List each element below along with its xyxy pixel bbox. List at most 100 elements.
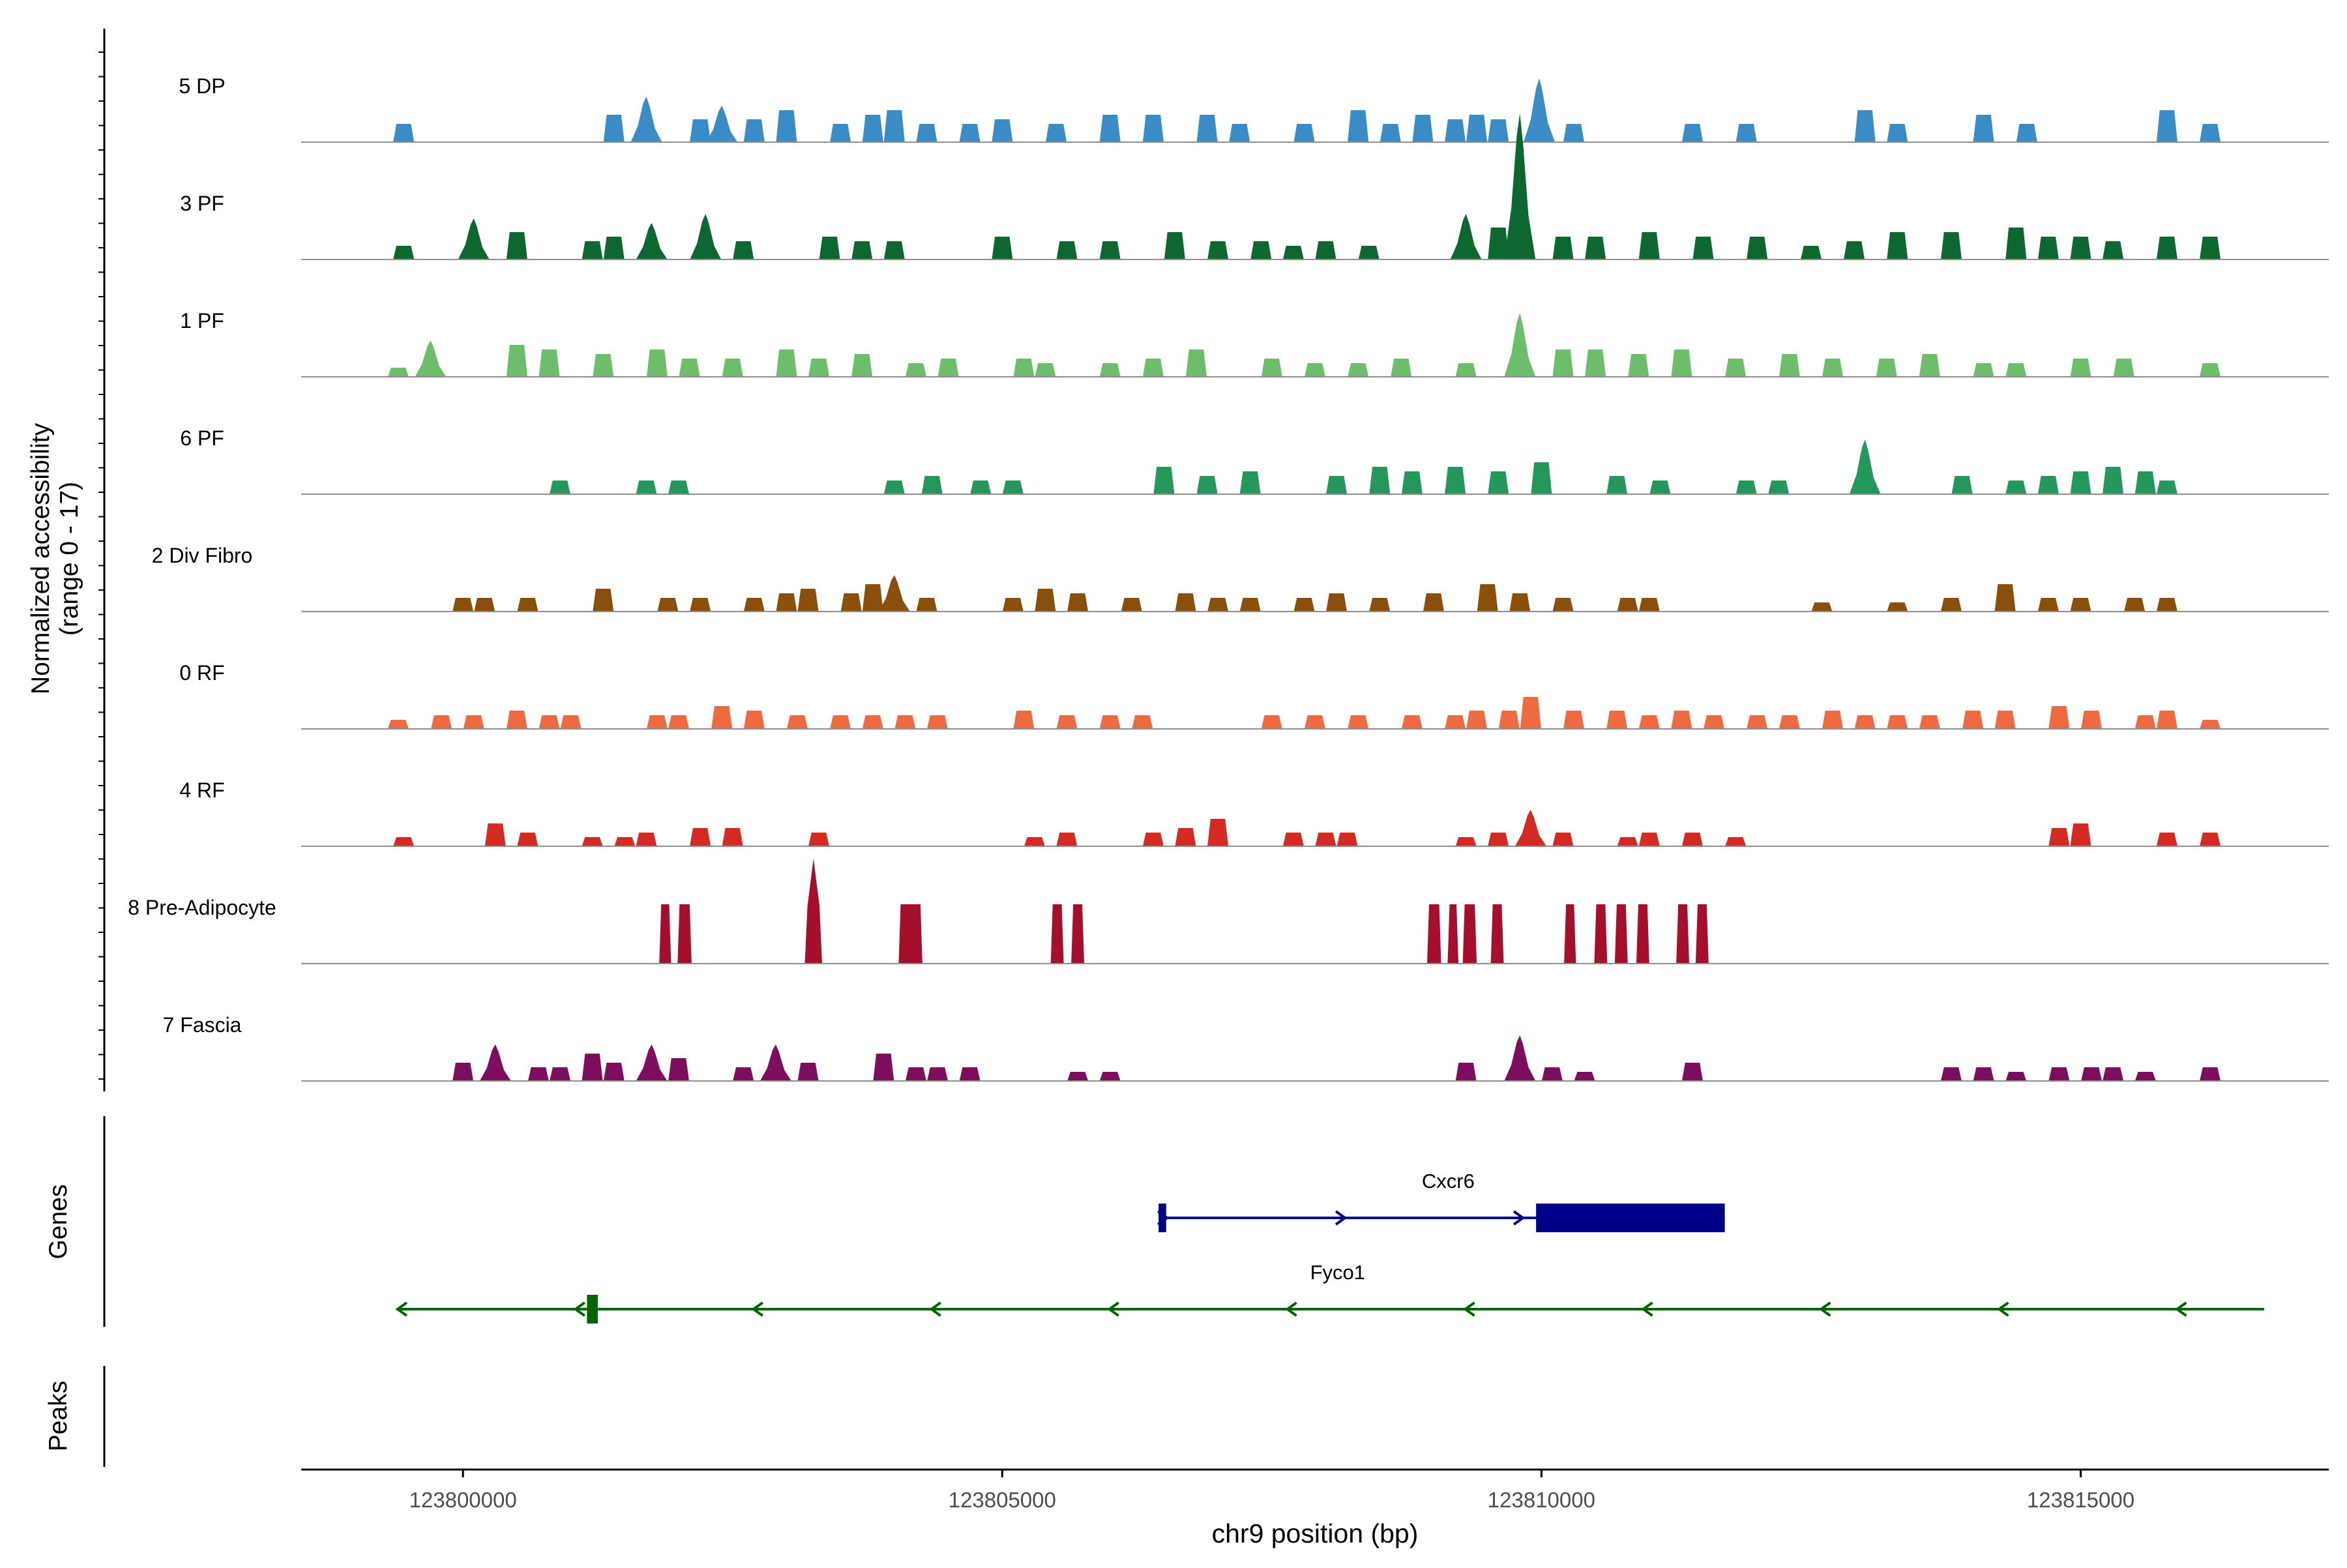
coverage-block	[1695, 904, 1709, 964]
coverage-peak	[1142, 115, 1164, 142]
coverage-peak	[819, 237, 840, 259]
coverage-peak	[1822, 711, 1843, 729]
coverage-peak	[1412, 115, 1434, 142]
track-5-dp: 5 DP	[179, 74, 2329, 143]
coverage-peak	[873, 1054, 894, 1081]
coverage-peak	[2070, 471, 2091, 494]
coverage-peak	[1973, 1067, 1994, 1081]
coverage-peak	[1282, 833, 1304, 846]
coverage-peak	[905, 1067, 926, 1081]
coverage-peak	[743, 711, 765, 729]
coverage-peak	[603, 237, 625, 259]
coverage-peak	[2156, 110, 2177, 142]
coverage-peak	[2070, 823, 2091, 846]
coverage-peak	[593, 589, 614, 612]
coverage-peak	[1488, 119, 1509, 142]
coverage-peak	[593, 354, 614, 377]
coverage-peak	[830, 124, 851, 142]
coverage-peak	[1455, 1063, 1477, 1081]
coverage-peak	[733, 1067, 754, 1081]
coverage-peak	[1293, 124, 1315, 142]
y-label-line: (range 0 - 17)	[55, 482, 83, 636]
coverage-peak	[706, 106, 738, 142]
track-2-div-fibro: 2 Div Fibro	[152, 544, 2329, 612]
coverage-peak	[2103, 467, 2124, 494]
coverage-peak	[2005, 481, 2027, 494]
coverage-peak	[2037, 598, 2059, 612]
coverage-peak	[668, 1058, 689, 1081]
coverage-peak	[840, 593, 862, 612]
coverage-peak	[1056, 833, 1078, 846]
coverage-peak	[1994, 711, 2016, 729]
coverage-peak	[1423, 593, 1444, 612]
coverage-peak	[1002, 481, 1024, 494]
strand-arrow	[1463, 1301, 1475, 1317]
coverage-peak	[539, 349, 560, 377]
coverage-peak	[797, 1063, 819, 1081]
coverage-peak	[1779, 715, 1800, 729]
coverage-peak	[1585, 349, 1606, 377]
coverage-peak	[808, 833, 829, 846]
coverage-peak	[851, 241, 873, 259]
coverage-peak	[1175, 593, 1196, 612]
coverage-peak	[1326, 476, 1348, 494]
x-tick-label: 123810000	[1488, 1488, 1595, 1512]
gene-exon	[587, 1295, 598, 1324]
coverage-peak	[1504, 1035, 1536, 1081]
coverage-block	[1614, 904, 1628, 964]
coverage-peak	[387, 368, 409, 377]
gene-exon	[1159, 1204, 1166, 1232]
coverage-peak	[1293, 598, 1315, 612]
coverage-peak	[2081, 1067, 2103, 1081]
coverage-peak	[1056, 715, 1078, 729]
coverage-peak	[1196, 476, 1218, 494]
coverage-peak	[1704, 715, 1725, 729]
coverage-peak	[927, 715, 948, 729]
coverage-peak	[1488, 833, 1509, 846]
coverage-peak	[776, 349, 797, 377]
coverage-peak	[1261, 359, 1282, 377]
coverage-peak	[1207, 819, 1229, 846]
coverage-peak	[1013, 359, 1035, 377]
coverage-peak	[1520, 697, 1541, 729]
coverage-peak	[1768, 481, 1790, 494]
coverage-peak	[1401, 471, 1423, 494]
coverage-peak	[690, 828, 711, 846]
coverage-peak	[1358, 246, 1380, 259]
coverage-peak	[1638, 232, 1660, 259]
coverage-peak	[1779, 354, 1800, 377]
coverage-peak	[1504, 113, 1536, 259]
coverage-peak	[1369, 467, 1391, 494]
strand-arrow	[1819, 1301, 1831, 1317]
coverage-peak	[393, 124, 415, 142]
coverage-peak	[506, 345, 527, 377]
coverage-peak	[787, 715, 808, 729]
coverage-peak	[1638, 715, 1660, 729]
coverage-peak	[1153, 467, 1175, 494]
track-0-rf: 0 RF	[179, 661, 2329, 730]
coverage-peak	[937, 359, 959, 377]
coverage-peak	[1024, 837, 1045, 846]
coverage-peak	[2070, 359, 2091, 377]
coverage-peak	[1671, 711, 1692, 729]
coverage-peak	[506, 711, 527, 729]
axes-layer: Normalized accessibility(range 0 - 17) Ge…	[27, 29, 2329, 1548]
coverage-peak	[1649, 481, 1671, 494]
coverage-peak	[550, 1067, 570, 1081]
coverage-peak	[506, 232, 527, 259]
coverage-peak	[1811, 602, 1833, 612]
coverage-peak	[1121, 598, 1142, 612]
track-label: 0 RF	[179, 661, 224, 685]
coverage-peak	[1056, 241, 1078, 259]
coverage-peak	[1994, 584, 2016, 612]
coverage-peak	[722, 359, 743, 377]
coverage-peak	[1229, 124, 1250, 142]
coverage-peak	[690, 598, 711, 612]
coverage-peak	[539, 715, 560, 729]
coverage-peak	[1854, 715, 1876, 729]
coverage-peak	[560, 715, 582, 729]
coverage-peak	[582, 837, 603, 846]
coverage-peak	[2005, 228, 2027, 259]
coverage-peak	[808, 359, 829, 377]
